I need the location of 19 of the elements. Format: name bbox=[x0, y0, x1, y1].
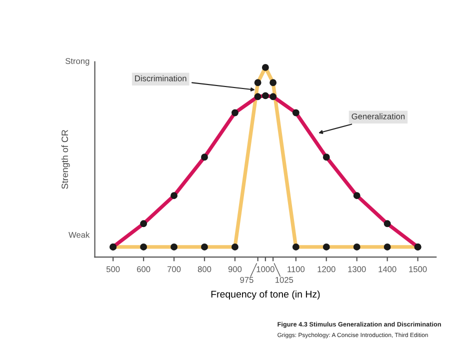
text: Weak bbox=[68, 232, 90, 238]
x-tick-label: 1000 bbox=[256, 266, 274, 272]
x-tick-label: 1300 bbox=[348, 266, 366, 272]
x-tick-label: 500 bbox=[106, 266, 120, 272]
x-tick-label: 1200 bbox=[318, 266, 336, 272]
x-tick-label: 800 bbox=[198, 266, 212, 272]
text: Strong bbox=[66, 58, 90, 66]
x-tick-label: 1100 bbox=[288, 266, 305, 272]
text: 1025 bbox=[276, 276, 294, 283]
annotation: Generalization bbox=[352, 113, 405, 120]
x-tick-label: 700 bbox=[168, 266, 181, 272]
x-tick-label: 1500 bbox=[409, 266, 427, 272]
text: 975 bbox=[240, 276, 254, 283]
x-tick-label: 1400 bbox=[378, 266, 396, 272]
x-tick-label: 900 bbox=[228, 266, 242, 272]
x-axis-title: Frequency of tone (in Hz) bbox=[211, 290, 320, 300]
y-axis-title: Strength of CR bbox=[61, 130, 70, 189]
x-tick-label: 600 bbox=[137, 266, 150, 272]
annotation: Discrimination bbox=[135, 75, 186, 82]
